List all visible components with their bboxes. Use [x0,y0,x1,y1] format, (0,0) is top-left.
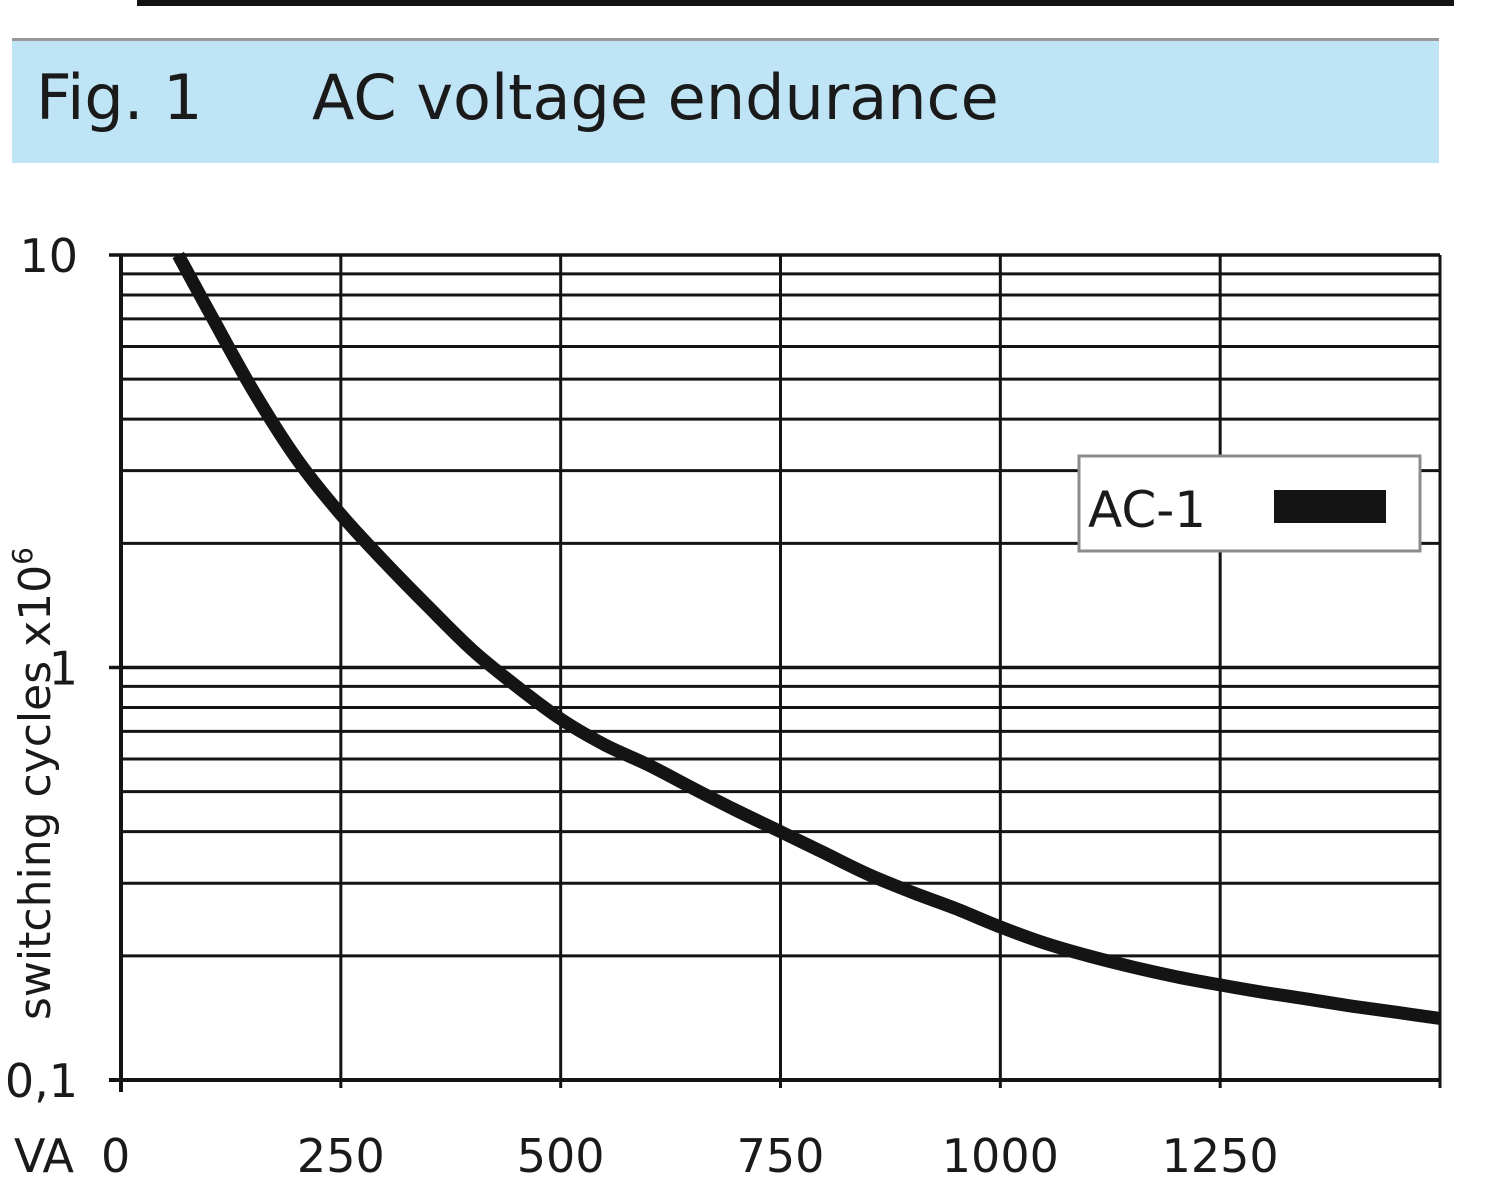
x-tick-label: 250 [297,1129,385,1183]
x-tick-label: 0 [101,1129,130,1183]
figure-title: AC voltage endurance [312,61,999,134]
legend-swatch [1274,490,1386,523]
x-tick-label: 1000 [942,1129,1059,1183]
y-axis-title-exponent: 6 [6,547,39,565]
y-tick-label: 10 [19,229,78,283]
figure-title-band: Fig. 1 AC voltage endurance [12,38,1439,163]
y-tick-label: 0,1 [5,1054,78,1108]
x-tick-label: 1250 [1162,1129,1279,1183]
figure-number: Fig. 1 [36,61,203,134]
y-axis-title-text: switching cycles x10 [10,565,61,1020]
chart-labels: VA switching cycles x106 [6,547,75,1183]
chart-legend: AC-1 [1077,454,1422,553]
top-rule [137,0,1454,6]
x-unit-label: VA [14,1129,75,1183]
x-tick-label: 750 [737,1129,825,1183]
x-tick-label: 500 [517,1129,605,1183]
legend-label: AC-1 [1088,481,1206,539]
series-line-ac1 [172,251,1441,1025]
y-tick-label: 1 [49,642,78,696]
chart-series [172,251,1441,1025]
y-axis-title: switching cycles x106 [6,547,61,1020]
chart-grid [109,253,1442,1088]
chart-axes: 0 250 500 750 1000 1250 10 1 0,1 [5,229,1440,1183]
